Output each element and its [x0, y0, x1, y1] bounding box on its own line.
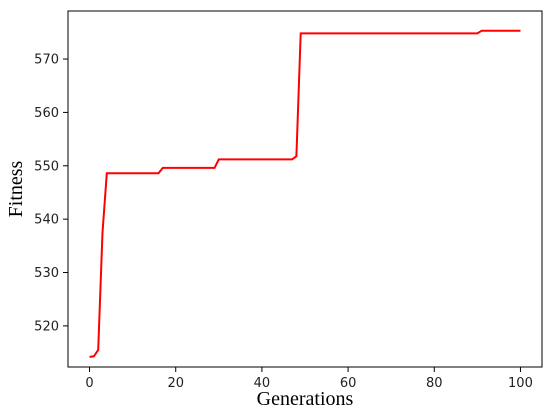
y-axis-label: Fitness [5, 160, 27, 217]
plot-area [67, 10, 543, 368]
y-tick-label: 570 [34, 53, 59, 68]
y-tick-label: 530 [34, 266, 59, 281]
x-axis: 0 20 40 60 80 100 [85, 367, 533, 391]
x-tick-label: 100 [508, 376, 533, 391]
y-tick-label: 540 [34, 213, 59, 228]
x-tick-label: 20 [167, 376, 184, 391]
fitness-line [89, 29, 521, 358]
x-tick-label: 40 [254, 376, 271, 391]
y-tick-label: 550 [34, 159, 59, 174]
x-axis-label: Generations [257, 388, 354, 410]
x-tick-label: 0 [85, 376, 93, 391]
y-tick-label: 520 [34, 319, 59, 334]
x-tick-label: 80 [426, 376, 443, 391]
y-axis: 520 530 540 550 560 570 [34, 53, 68, 334]
x-tick-label: 60 [340, 376, 357, 391]
y-tick-label: 560 [34, 106, 59, 121]
